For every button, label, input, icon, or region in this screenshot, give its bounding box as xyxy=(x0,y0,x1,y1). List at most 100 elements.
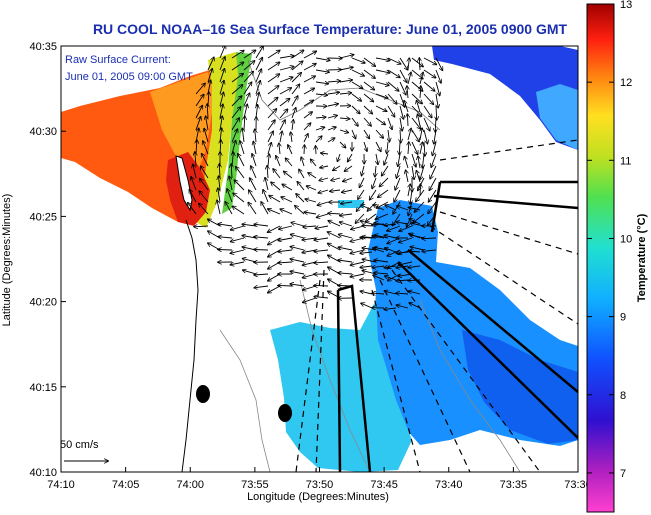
current-vector xyxy=(375,93,388,98)
lane-solid-3 xyxy=(430,181,442,233)
current-vector xyxy=(423,117,430,131)
current-vector xyxy=(343,177,353,181)
y-tick-label: 40:10 xyxy=(29,467,57,479)
current-vector xyxy=(255,129,256,143)
current-vector xyxy=(280,131,282,143)
current-vector xyxy=(321,153,329,154)
buoy-marker-2 xyxy=(278,404,292,422)
current-vector xyxy=(236,167,245,179)
current-vector xyxy=(291,132,292,143)
current-vector xyxy=(303,64,316,71)
current-vector xyxy=(396,266,409,268)
current-vector xyxy=(284,171,293,179)
current-vector xyxy=(303,112,312,119)
current-vector xyxy=(248,202,257,215)
current-vector xyxy=(384,291,397,295)
current-vector xyxy=(407,86,408,99)
current-vector xyxy=(384,308,397,309)
current-vector xyxy=(351,57,365,63)
y-tick-label: 40:20 xyxy=(29,297,57,309)
current-vector xyxy=(301,157,304,167)
current-vector xyxy=(314,285,329,286)
current-vector xyxy=(191,177,197,191)
current-vector xyxy=(355,213,365,223)
x-axis-label: Longitude (Degrees:Minutes) xyxy=(247,491,389,503)
current-vector xyxy=(351,81,363,89)
current-vector xyxy=(396,222,409,224)
current-vector xyxy=(408,280,421,281)
lane-solid-4 xyxy=(407,249,578,393)
current-vector xyxy=(372,293,385,294)
colorbar-tick-label: 7 xyxy=(620,468,626,480)
current-vector xyxy=(243,61,255,71)
current-vector xyxy=(363,93,373,102)
x-tick-label: 74:10 xyxy=(47,479,75,491)
current-vector xyxy=(327,81,340,82)
current-vector xyxy=(435,57,443,70)
current-vector xyxy=(422,238,437,239)
lane-dash-4 xyxy=(391,269,541,472)
coastline xyxy=(181,219,199,472)
current-vector xyxy=(404,101,409,113)
current-vector xyxy=(282,184,293,191)
current-vector xyxy=(409,234,421,239)
current-vector xyxy=(303,134,308,143)
shipping-lanes xyxy=(295,139,578,472)
current-vector xyxy=(304,212,317,214)
current-vector xyxy=(416,171,421,183)
current-vector xyxy=(231,85,243,95)
current-vector xyxy=(225,202,233,215)
current-vector xyxy=(372,236,385,238)
current-vector xyxy=(319,178,329,181)
current-vector xyxy=(265,178,269,191)
current-vector xyxy=(267,120,275,131)
current-vector xyxy=(267,98,278,107)
current-vector xyxy=(340,222,353,227)
current-vector xyxy=(372,177,377,189)
current-vector xyxy=(342,190,353,192)
current-vector xyxy=(434,129,436,144)
current-vector xyxy=(432,141,437,156)
lane-dash-3 xyxy=(429,225,578,325)
current-vector xyxy=(406,170,408,183)
current-vector xyxy=(297,182,305,191)
current-vector xyxy=(399,141,400,155)
current-vector xyxy=(387,81,399,91)
current-vector xyxy=(407,128,411,141)
current-vector xyxy=(201,166,209,179)
current-vector xyxy=(242,128,244,143)
current-vector xyxy=(358,189,365,199)
current-vector xyxy=(333,165,341,170)
current-vector xyxy=(231,74,243,83)
current-vector xyxy=(408,58,409,71)
current-vector xyxy=(363,69,375,78)
current-vector xyxy=(278,250,293,252)
current-vector xyxy=(267,109,276,119)
current-vector xyxy=(231,118,239,131)
current-vector xyxy=(362,226,377,227)
current-vector xyxy=(254,274,269,275)
current-vector xyxy=(411,69,423,79)
current-vector xyxy=(231,51,244,59)
current-vector xyxy=(422,153,424,168)
current-vector xyxy=(316,146,317,155)
current-vector xyxy=(255,69,261,83)
x-tick-label: 73:40 xyxy=(435,479,463,491)
current-vector xyxy=(373,205,385,211)
current-vector xyxy=(408,207,421,211)
current-vector xyxy=(271,182,281,191)
current-vector xyxy=(360,291,373,295)
current-vector xyxy=(385,248,397,253)
current-vector xyxy=(290,247,305,251)
current-vector xyxy=(375,117,385,125)
current-vector xyxy=(373,275,385,281)
current-vector xyxy=(230,249,245,253)
current-vector xyxy=(267,143,271,155)
current-vector xyxy=(363,141,367,151)
current-vector xyxy=(338,286,353,287)
lane-dash-5 xyxy=(379,279,471,472)
x-tick-label: 73:45 xyxy=(370,479,398,491)
current-vector xyxy=(291,96,298,107)
current-vector xyxy=(399,237,413,243)
